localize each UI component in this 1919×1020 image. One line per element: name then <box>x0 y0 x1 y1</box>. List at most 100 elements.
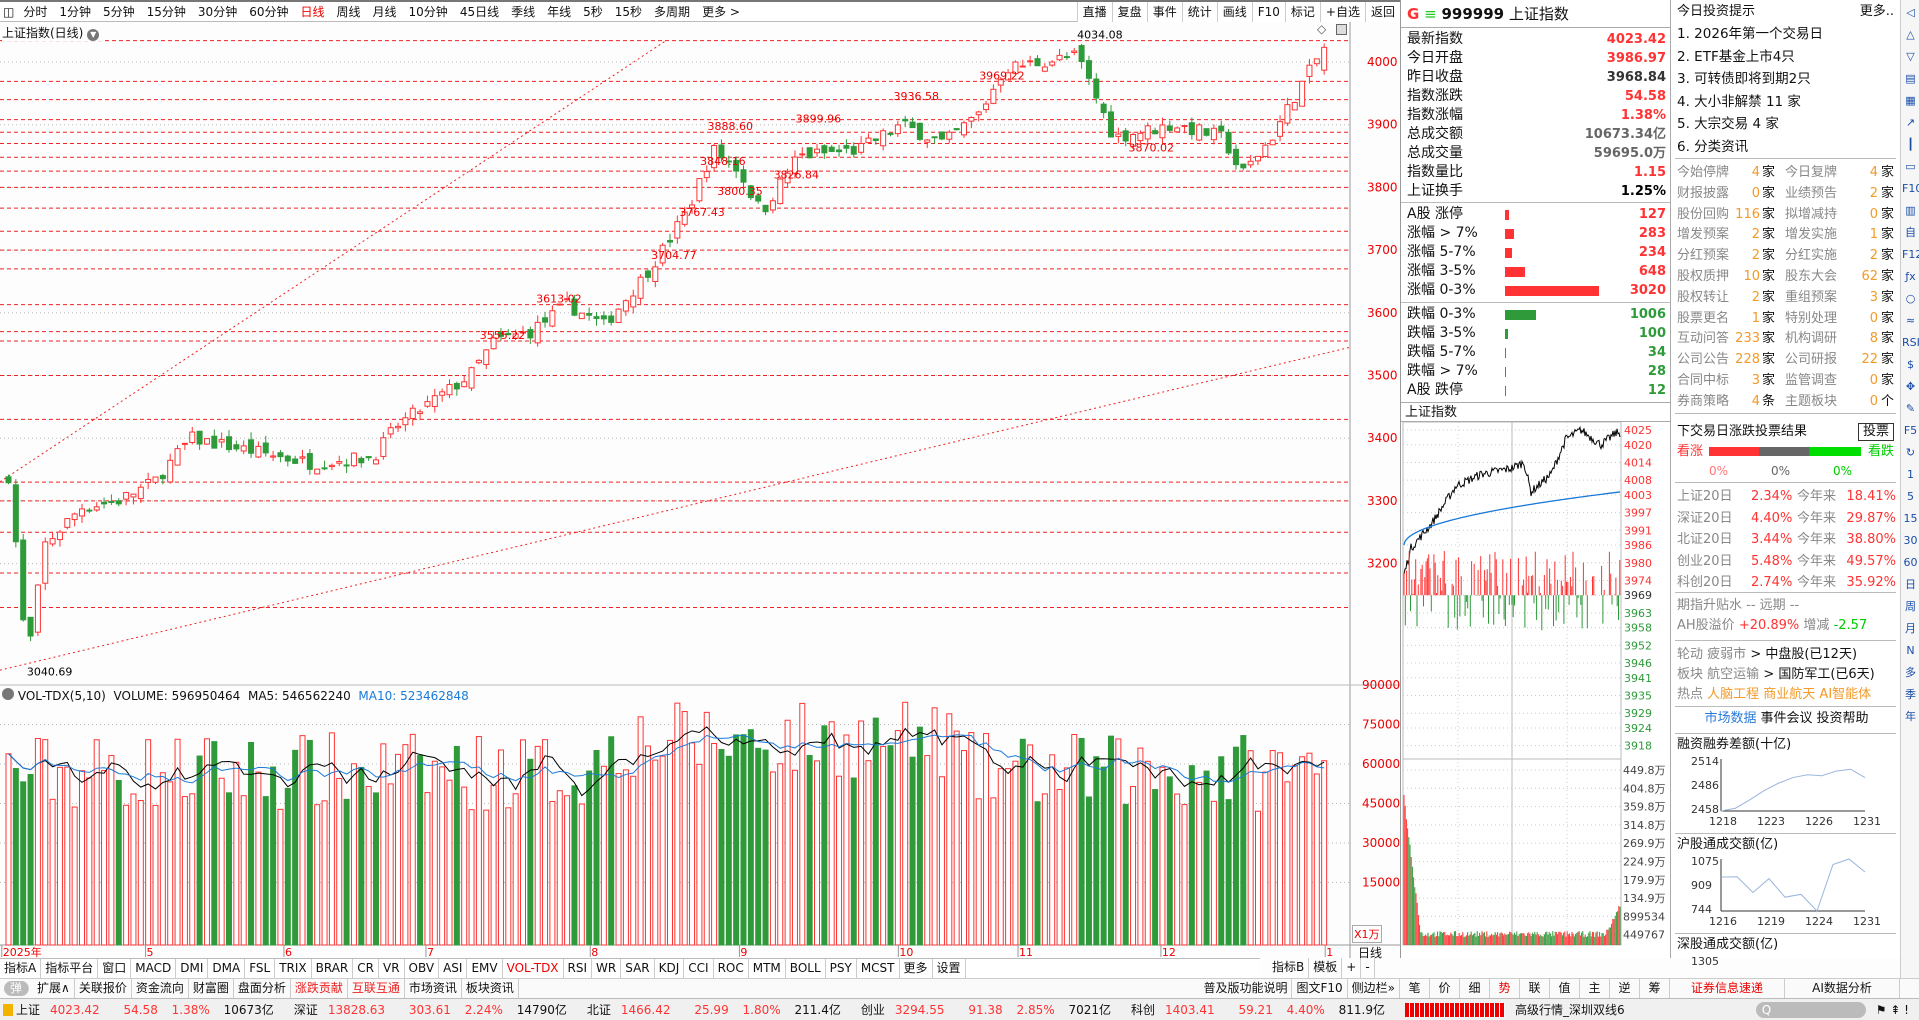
candle[interactable] <box>593 312 600 326</box>
quote-tab[interactable]: 势 <box>1490 979 1520 998</box>
market-icon[interactable] <box>3 1003 13 1016</box>
candle[interactable] <box>270 450 277 462</box>
candle[interactable] <box>740 165 747 187</box>
candle[interactable] <box>622 299 629 316</box>
period-shortcut[interactable]: 季 <box>1905 688 1916 701</box>
period-tab[interactable]: 15秒 <box>614 5 643 19</box>
period-shortcut[interactable]: 周 <box>1905 600 1916 613</box>
index-ticker[interactable]: 深证 13828.63 303.61 2.24% 14790亿 <box>293 1003 567 1017</box>
indicator-tab[interactable]: MTM <box>749 959 786 978</box>
candle[interactable] <box>542 311 549 328</box>
candle[interactable] <box>1085 55 1092 86</box>
intraday-chart[interactable]: 4025 4020 4014 4008 4003 3997 3991 3986 3980 3974… <box>1401 422 1671 958</box>
toolbar-button[interactable]: 事件 <box>1146 2 1182 22</box>
candle[interactable] <box>578 312 585 320</box>
indicator-tab[interactable]: VR <box>379 959 405 978</box>
candle[interactable] <box>1115 127 1122 144</box>
side-tool-icon[interactable]: ○ <box>1905 292 1916 305</box>
candle[interactable] <box>248 432 255 459</box>
event-row[interactable]: 今始停牌 4 家今日复牌 4 家 <box>1677 165 1894 180</box>
indicator-tab[interactable]: ROC <box>714 959 749 978</box>
toolbar-button[interactable]: +自选 <box>1319 2 1365 22</box>
side-tool-icon[interactable]: F10 <box>1902 182 1919 195</box>
candle[interactable] <box>1144 122 1151 144</box>
event-row[interactable]: 股份回购 116 家拟增减持 0 家 <box>1677 206 1894 222</box>
candle[interactable] <box>534 315 541 347</box>
candle[interactable] <box>637 274 644 306</box>
candle[interactable] <box>549 305 556 328</box>
candle[interactable] <box>86 507 93 514</box>
hot-topics-row[interactable]: 热点 人脑工程 商业航天 AI智能体 <box>1677 687 1872 702</box>
candle[interactable] <box>961 120 967 138</box>
candle[interactable] <box>1137 130 1144 144</box>
candle[interactable] <box>887 132 894 137</box>
event-row[interactable]: 增发预案 2 家增发实施 1 家 <box>1677 227 1894 243</box>
candle[interactable] <box>277 449 284 463</box>
quote-tab[interactable]: 主 <box>1580 979 1610 998</box>
candle[interactable] <box>600 311 607 325</box>
candle[interactable] <box>1321 43 1328 75</box>
bottom-right-tab[interactable]: 图文F10 <box>1292 979 1348 998</box>
candle[interactable] <box>446 379 453 398</box>
candle[interactable] <box>806 147 813 159</box>
candle[interactable] <box>1071 47 1078 56</box>
side-tool-icon[interactable]: ✎ <box>1905 402 1916 415</box>
indicator-tab[interactable]: TRIX <box>275 959 312 978</box>
candle[interactable] <box>1210 124 1217 145</box>
period-tab[interactable]: 5分钟 <box>103 5 135 19</box>
indicator-tab[interactable]: RSI <box>564 959 593 978</box>
quote-tab[interactable]: 逆 <box>1610 979 1640 998</box>
tip-item[interactable]: 6. 分类资讯 <box>1677 138 1749 155</box>
candle[interactable] <box>387 422 394 439</box>
period-shortcut[interactable]: 年 <box>1905 710 1916 723</box>
candle[interactable] <box>439 388 446 402</box>
candle[interactable] <box>174 444 181 466</box>
candle[interactable] <box>1225 129 1232 156</box>
candle[interactable] <box>527 326 534 344</box>
side-tool-icon[interactable]: ƒx <box>1905 270 1916 283</box>
event-row[interactable]: 分红预案 2 家分红实施 2 家 <box>1677 248 1894 264</box>
toolbar-button[interactable]: 标记 <box>1284 2 1320 22</box>
period-shortcut[interactable]: N <box>1906 644 1915 657</box>
search-box[interactable]: Q <box>1755 1001 1866 1018</box>
candle[interactable] <box>1277 115 1284 142</box>
candle[interactable] <box>1247 155 1254 168</box>
candle[interactable] <box>938 131 945 141</box>
bottom-tab[interactable]: 涨跌贡献 <box>291 979 348 998</box>
indicator-tab[interactable]: VOL-TDX <box>503 959 564 978</box>
candle[interactable] <box>711 143 718 172</box>
indicator-tab[interactable]: EMV <box>467 959 503 978</box>
index-ticker[interactable]: 上证 4023.42 54.58 1.38% 10673亿 <box>16 1003 274 1017</box>
indicator-right-tab[interactable]: - <box>1361 958 1375 978</box>
side-tool-icon[interactable]: ▤ <box>1905 72 1916 85</box>
bottom-tab[interactable]: 板块资讯 <box>462 979 519 998</box>
candle[interactable] <box>42 537 49 591</box>
pin-icon[interactable]: ⚑ ⇞ ! <box>1875 1002 1909 1017</box>
side-tool-icon[interactable]: △ <box>1906 28 1915 41</box>
indicator-tab[interactable]: WR <box>592 959 622 978</box>
indicator-tab[interactable]: KDJ <box>655 959 685 978</box>
period-tab[interactable]: 5秒 <box>583 5 603 19</box>
candle[interactable] <box>137 483 144 504</box>
indicator-tab[interactable]: 指标平台 <box>41 959 99 978</box>
candle[interactable] <box>1269 139 1276 146</box>
candle[interactable] <box>865 133 872 145</box>
candle[interactable] <box>571 294 578 317</box>
candle[interactable] <box>975 110 982 122</box>
toolbar-button[interactable]: 统计 <box>1181 2 1217 22</box>
candle[interactable] <box>1019 59 1026 68</box>
toolbar-button[interactable]: 直播 <box>1076 2 1112 22</box>
side-tool-icon[interactable]: ▭ <box>1905 160 1916 173</box>
candle[interactable] <box>652 261 659 288</box>
candle[interactable] <box>1188 117 1195 140</box>
candle[interactable] <box>475 359 482 365</box>
info-link[interactable]: 市场数据 <box>1704 711 1757 726</box>
period-tab[interactable]: 10分钟 <box>408 5 448 19</box>
candle[interactable] <box>336 455 343 467</box>
candle[interactable] <box>718 139 725 162</box>
candle[interactable] <box>93 502 100 512</box>
candle[interactable] <box>1262 142 1269 158</box>
candle[interactable] <box>181 442 188 451</box>
candle[interactable] <box>218 432 225 448</box>
candle[interactable] <box>167 453 174 484</box>
